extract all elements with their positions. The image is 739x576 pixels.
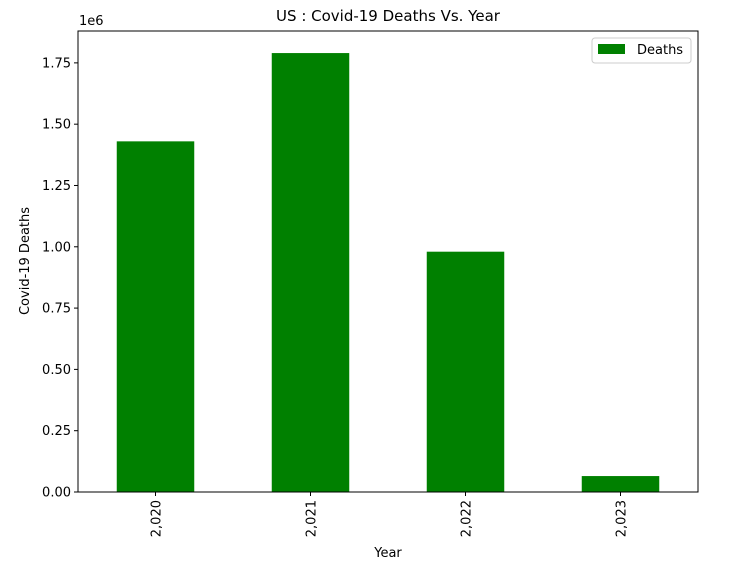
y-tick-label: 0.75: [42, 302, 71, 317]
plot-frame: [77, 30, 699, 493]
bar-2: [426, 251, 505, 492]
y-tick-label: 1.75: [42, 56, 71, 71]
bar-3: [581, 476, 660, 492]
x-tick-label: 2,023: [615, 500, 630, 537]
x-tick-label: 2,021: [305, 500, 320, 537]
y-tick-label: 1.50: [42, 118, 71, 133]
legend-entry-deaths: Deaths: [637, 43, 683, 58]
y-tick-label: 1.00: [42, 240, 71, 255]
x-tick-label: 2,022: [460, 500, 475, 537]
bar-0: [116, 141, 195, 492]
y-axis: 0.00 0.25 0.50 0.75 1.00 1.25 1.50 1.75: [42, 56, 78, 501]
bars-layer: [116, 53, 660, 492]
y-tick-label: 0.50: [42, 363, 71, 378]
y-axis-offset-label: 1e6: [79, 14, 104, 29]
x-axis: 2,020 2,021 2,022 2,023: [150, 492, 630, 537]
y-tick-label: 0.25: [42, 424, 71, 439]
x-axis-label: Year: [373, 546, 402, 561]
y-tick-label: 1.25: [42, 179, 71, 194]
bar-1: [271, 53, 350, 492]
chart-title: US : Covid-19 Deaths Vs. Year: [276, 7, 501, 25]
y-axis-label: Covid-19 Deaths: [18, 207, 33, 315]
x-tick-label: 2,020: [150, 500, 165, 537]
legend-swatch: [598, 44, 625, 54]
legend: Deaths: [591, 37, 692, 64]
y-tick-label: 0.00: [42, 486, 71, 501]
